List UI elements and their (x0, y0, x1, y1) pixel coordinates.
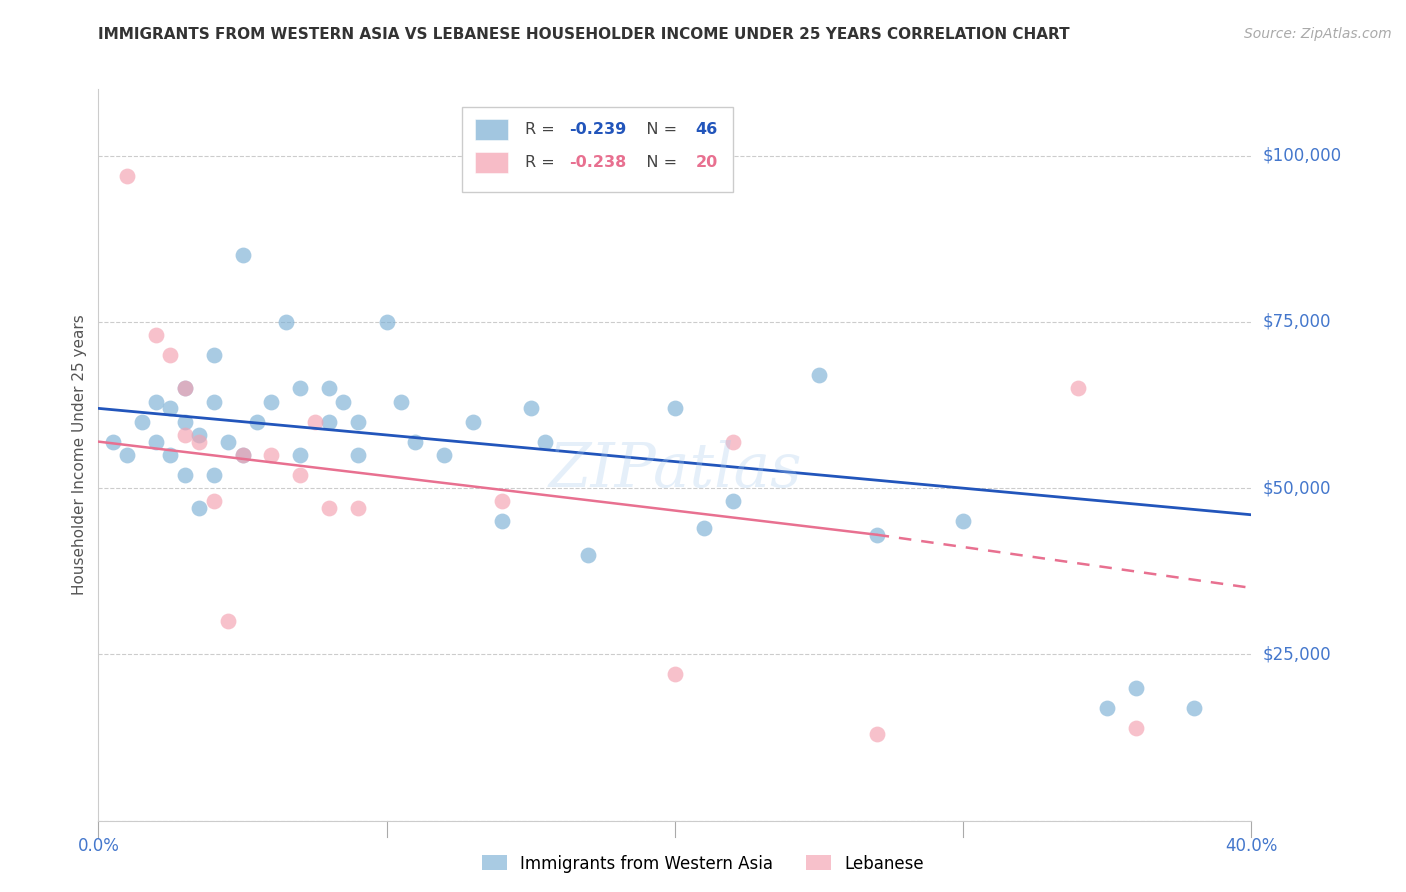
Point (346, 501, 368, 516)
Point (290, 381, 312, 395)
Text: R =: R = (524, 155, 560, 169)
Point (578, 548, 600, 562)
FancyBboxPatch shape (475, 120, 508, 140)
Point (664, 401, 686, 416)
Text: ZIPatlas: ZIPatlas (548, 440, 801, 500)
Point (318, 501, 340, 516)
Point (520, 401, 543, 416)
Point (217, 614, 239, 628)
Text: $50,000: $50,000 (1263, 479, 1331, 497)
FancyBboxPatch shape (461, 108, 733, 192)
Point (304, 415, 326, 429)
Point (721, 494, 744, 508)
Point (231, 448, 254, 462)
Point (389, 394, 412, 409)
Point (346, 448, 368, 462)
Point (145, 328, 167, 343)
Text: 0.0%: 0.0% (77, 838, 120, 855)
Point (318, 381, 340, 395)
Point (1182, 700, 1205, 714)
Point (159, 401, 181, 416)
Point (534, 434, 557, 449)
Point (346, 415, 368, 429)
Point (274, 315, 297, 329)
Text: 40.0%: 40.0% (1225, 838, 1278, 855)
Point (117, 169, 138, 183)
Point (1125, 721, 1147, 735)
Y-axis label: Householder Income Under 25 years: Householder Income Under 25 years (72, 315, 87, 595)
Text: R =: R = (524, 122, 560, 137)
Text: $25,000: $25,000 (1263, 646, 1331, 664)
Text: $100,000: $100,000 (1263, 146, 1341, 165)
Point (693, 521, 716, 535)
Text: 20: 20 (696, 155, 718, 169)
Point (202, 494, 225, 508)
Point (260, 394, 283, 409)
Point (1125, 681, 1147, 695)
Point (117, 448, 138, 462)
Point (866, 727, 889, 741)
Text: N =: N = (631, 122, 682, 137)
Point (433, 448, 456, 462)
Point (375, 315, 398, 329)
Point (202, 394, 225, 409)
Point (807, 368, 830, 383)
Text: -0.239: -0.239 (569, 122, 626, 137)
Point (202, 467, 225, 482)
Point (188, 428, 211, 442)
Point (318, 415, 340, 429)
Point (461, 415, 484, 429)
Point (131, 415, 153, 429)
Point (491, 515, 513, 529)
Point (405, 434, 427, 449)
Text: Source: ZipAtlas.com: Source: ZipAtlas.com (1244, 27, 1392, 41)
Point (188, 501, 211, 516)
Point (290, 467, 312, 482)
Point (159, 448, 181, 462)
Point (145, 434, 167, 449)
Text: -0.238: -0.238 (569, 155, 626, 169)
Point (1097, 700, 1119, 714)
Point (290, 448, 312, 462)
Point (721, 434, 744, 449)
Point (231, 248, 254, 262)
Point (332, 394, 354, 409)
FancyBboxPatch shape (475, 153, 508, 172)
Text: N =: N = (631, 155, 682, 169)
Point (174, 415, 197, 429)
Point (174, 381, 197, 395)
Point (159, 348, 181, 362)
Point (101, 434, 124, 449)
Point (188, 434, 211, 449)
Point (231, 448, 254, 462)
Point (217, 434, 239, 449)
Point (1067, 381, 1090, 395)
Point (202, 348, 225, 362)
Point (246, 415, 269, 429)
Point (664, 667, 686, 681)
Point (866, 527, 889, 541)
Point (952, 515, 974, 529)
Point (174, 467, 197, 482)
Legend: Immigrants from Western Asia, Lebanese: Immigrants from Western Asia, Lebanese (475, 848, 931, 880)
Point (145, 394, 167, 409)
Point (174, 381, 197, 395)
Text: $75,000: $75,000 (1263, 313, 1331, 331)
Point (174, 428, 197, 442)
Text: 46: 46 (696, 122, 718, 137)
Point (491, 494, 513, 508)
Text: IMMIGRANTS FROM WESTERN ASIA VS LEBANESE HOUSEHOLDER INCOME UNDER 25 YEARS CORRE: IMMIGRANTS FROM WESTERN ASIA VS LEBANESE… (98, 27, 1070, 42)
Point (260, 448, 283, 462)
